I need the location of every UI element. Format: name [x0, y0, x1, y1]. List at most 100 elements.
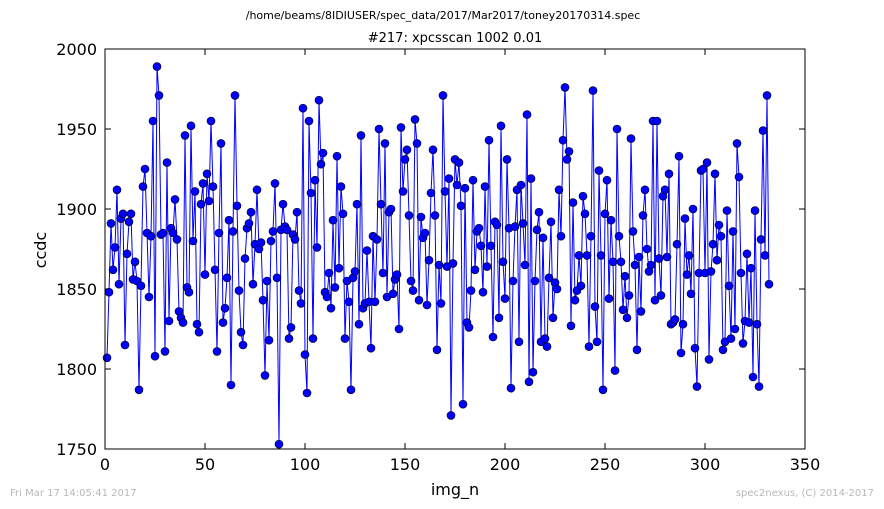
data-point: [564, 147, 574, 156]
data-point: [424, 255, 434, 265]
data-point: [248, 279, 258, 289]
data-point: [752, 319, 762, 329]
data-point: [194, 327, 204, 337]
data-point: [262, 276, 272, 286]
data-point: [698, 164, 708, 174]
data-point: [594, 166, 604, 175]
data-point: [306, 188, 316, 198]
data-point: [534, 207, 544, 217]
data-point: [656, 291, 666, 300]
data-point: [516, 180, 526, 190]
data-point: [522, 110, 532, 119]
data-point: [204, 196, 214, 206]
data-point: [138, 182, 148, 191]
x-tick-label: 300: [690, 455, 721, 474]
y-tick-label: 1900: [56, 200, 97, 219]
data-point: [322, 292, 332, 302]
data-point: [422, 300, 432, 310]
y-ticks: 1750 1800 1850 1900 1950 2000: [56, 40, 805, 459]
data-point: [676, 348, 686, 358]
data-point: [268, 227, 278, 236]
data-point: [324, 268, 334, 278]
data-point: [108, 265, 118, 275]
data-point: [726, 334, 736, 343]
data-point: [224, 215, 234, 225]
data-point: [714, 220, 724, 230]
data-point: [624, 291, 634, 300]
data-point: [470, 265, 480, 275]
data-point: [346, 385, 356, 395]
data-point: [192, 319, 202, 329]
data-point: [412, 139, 422, 148]
y-tick-label: 2000: [56, 40, 97, 59]
data-point: [396, 123, 406, 132]
y-tick-label: 1850: [56, 280, 97, 299]
data-point: [202, 169, 212, 179]
data-point: [680, 214, 690, 223]
data-point: [376, 199, 386, 209]
data-point: [378, 268, 388, 278]
data-point: [130, 257, 140, 267]
data-point: [184, 287, 194, 297]
data-point: [476, 241, 486, 251]
data-point: [294, 286, 304, 295]
x-tick-label: 150: [390, 455, 421, 474]
data-point: [608, 257, 618, 267]
data-point: [546, 217, 556, 227]
data-point: [628, 227, 638, 236]
data-point: [584, 342, 594, 351]
data-point: [750, 206, 760, 215]
data-point: [672, 239, 682, 249]
data-point: [724, 281, 734, 291]
data-point: [478, 287, 488, 297]
data-point: [600, 209, 610, 219]
data-point: [136, 281, 146, 291]
data-point: [762, 91, 772, 100]
data-point: [748, 372, 758, 382]
data-point: [332, 151, 342, 161]
data-point: [526, 174, 536, 183]
data-point: [438, 91, 448, 100]
data-point: [702, 158, 712, 167]
data-point: [416, 212, 426, 222]
data-point: [674, 151, 684, 161]
series-markers: [102, 62, 774, 449]
chart-title: #217: xpcsscan 1002 0.01: [368, 31, 543, 46]
data-point: [230, 91, 240, 100]
y-tick-label: 1950: [56, 120, 97, 139]
data-point: [662, 252, 672, 262]
data-point: [530, 276, 540, 286]
data-point: [460, 183, 470, 193]
data-point: [756, 235, 766, 244]
data-point: [480, 182, 490, 191]
data-point: [488, 332, 498, 342]
data-point: [578, 191, 588, 201]
data-point: [264, 335, 274, 345]
data-point: [544, 273, 554, 283]
data-point: [728, 227, 738, 236]
data-point: [170, 195, 180, 204]
data-point: [434, 260, 444, 270]
data-point: [570, 295, 580, 305]
data-point: [506, 383, 516, 393]
data-point: [290, 235, 300, 244]
y-tick-label: 1750: [56, 440, 97, 459]
data-point: [576, 281, 586, 291]
data-point: [612, 124, 622, 134]
data-point: [420, 228, 430, 238]
x-tick-label: 250: [590, 455, 621, 474]
data-point: [284, 334, 294, 343]
data-point: [562, 155, 572, 164]
data-point: [606, 215, 616, 225]
data-point: [630, 260, 640, 270]
data-point: [210, 265, 220, 275]
file-path-title: /home/beams/8IDIUSER/spec_data/2017/Mar2…: [246, 9, 641, 22]
data-point: [716, 231, 726, 241]
data-point: [314, 95, 324, 105]
series-line: [106, 66, 770, 445]
footer-timestamp: Fri Mar 17 14:05:41 2017: [10, 488, 137, 499]
data-point: [110, 243, 120, 252]
data-point: [586, 231, 596, 241]
data-point: [112, 185, 122, 195]
